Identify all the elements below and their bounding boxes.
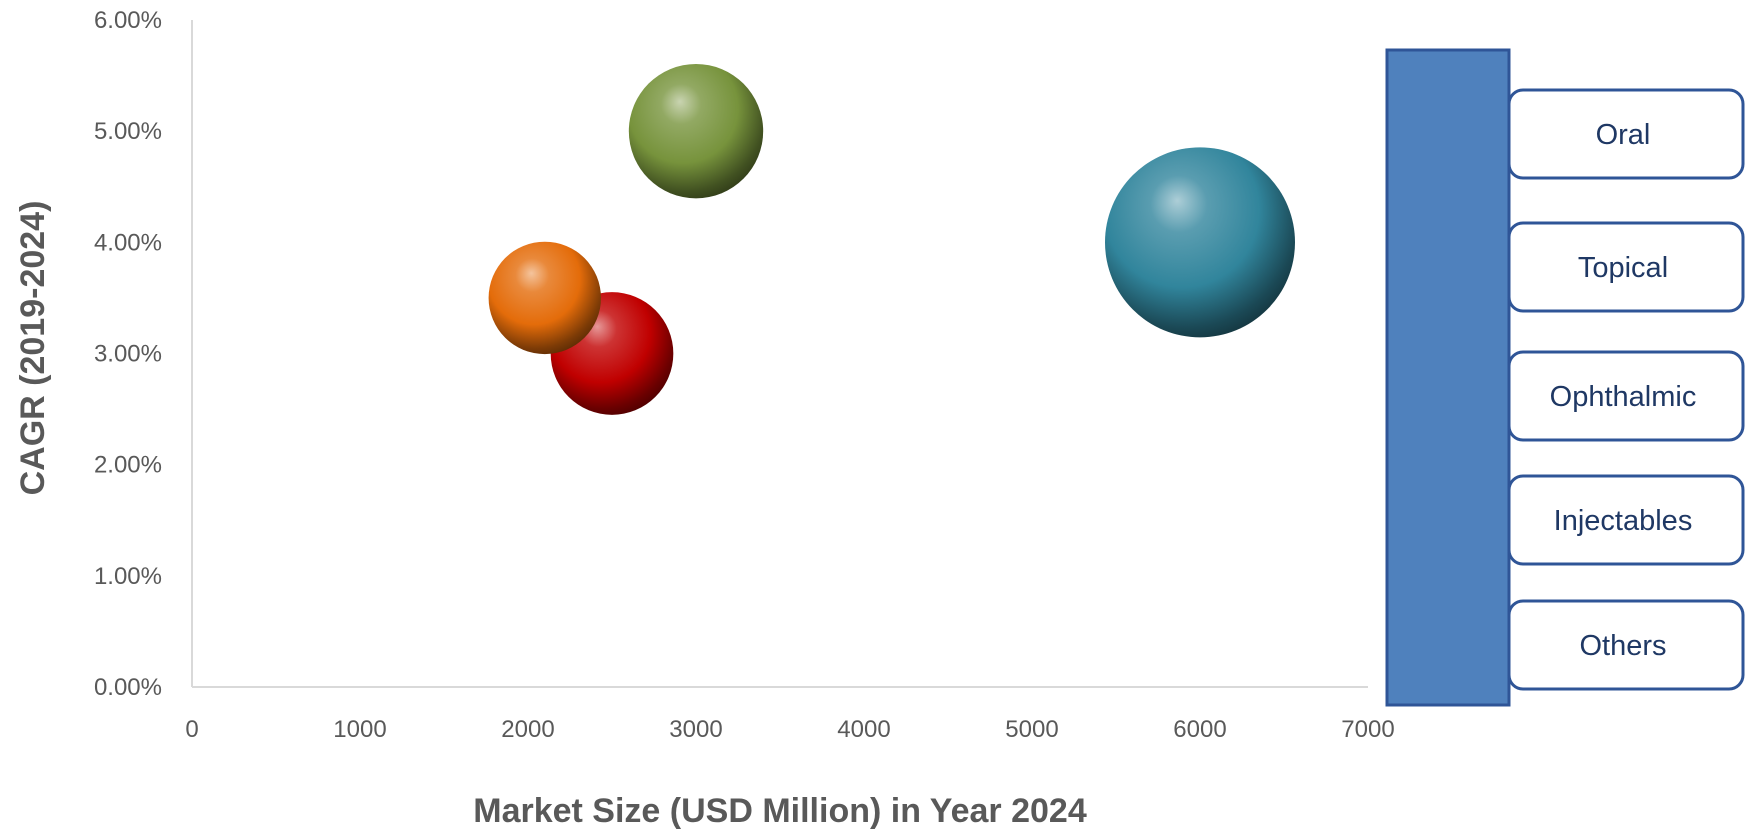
y-tick-label: 6.00%: [94, 7, 162, 34]
y-tick-label: 0.00%: [94, 674, 162, 701]
y-tick-label: 1.00%: [94, 563, 162, 590]
legend-bar: [1385, 48, 1511, 707]
legend-item: Ophthalmic: [1507, 350, 1745, 442]
legend-item-label: Injectables: [1554, 505, 1693, 537]
x-tick-label: 3000: [669, 716, 722, 743]
x-tick-label: 4000: [837, 716, 890, 743]
legend-item: Injectables: [1507, 474, 1745, 566]
y-tick-label: 4.00%: [94, 229, 162, 256]
x-axis-title: Market Size (USD Million) in Year 2024: [473, 792, 1087, 830]
y-tick-label: 2.00%: [94, 452, 162, 479]
x-tick-label: 2000: [501, 716, 554, 743]
y-tick-label: 5.00%: [94, 118, 162, 145]
bubble-point: [488, 241, 602, 355]
x-tick-labels: 0 1000 2000 3000 4000 5000 6000 7000: [185, 716, 1394, 743]
legend-item: Topical: [1507, 221, 1745, 313]
legend-item-label: Ophthalmic: [1550, 381, 1697, 413]
x-tick-label: 5000: [1005, 716, 1058, 743]
legend-item-box: [1507, 599, 1745, 691]
bubble-point: [628, 63, 764, 199]
legend-item: Others: [1507, 599, 1745, 691]
y-tick-label: 3.00%: [94, 341, 162, 368]
legend-item-label: Topical: [1578, 252, 1668, 284]
axes: [191, 20, 1368, 688]
legend-item-box: [1507, 88, 1745, 180]
legend-item-box: [1507, 350, 1745, 442]
x-tick-label: 6000: [1173, 716, 1226, 743]
y-axis-title: CAGR (2019-2024): [14, 201, 52, 496]
x-tick-label: 0: [185, 716, 198, 743]
y-tick-labels: 0.00% 1.00% 2.00% 3.00% 4.00% 5.00% 6.00%: [94, 7, 162, 701]
legend-item-label: Oral: [1596, 119, 1651, 151]
legend-item: Oral: [1507, 88, 1745, 180]
legend: Oral Topical Ophthalmic Injectables Others: [1385, 48, 1745, 707]
bubble-point: [1105, 147, 1295, 338]
x-tick-label: 7000: [1341, 716, 1394, 743]
legend-item-box: [1507, 221, 1745, 313]
legend-item-box: [1507, 474, 1745, 566]
bubbles: [488, 63, 1295, 415]
legend-item-label: Others: [1579, 630, 1666, 662]
x-tick-label: 1000: [333, 716, 386, 743]
